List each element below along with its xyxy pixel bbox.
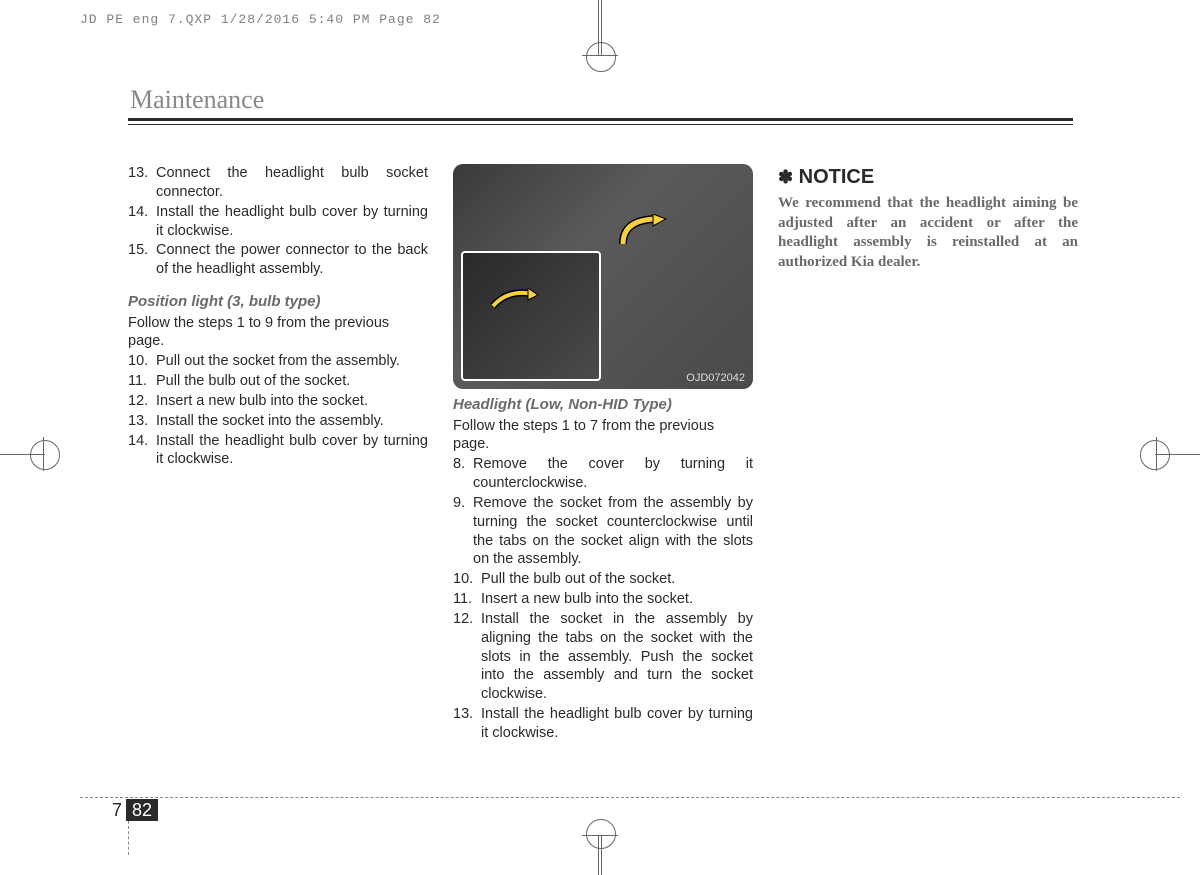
list-text: Connect the power connector to the back … xyxy=(156,241,428,279)
list-item: 10. Pull out the socket from the assembl… xyxy=(128,352,428,371)
list-item: 15. Connect the power connector to the b… xyxy=(128,241,428,279)
list-item: 13. Connect the headlight bulb socket co… xyxy=(128,164,428,202)
crop-mark-right xyxy=(1155,454,1200,455)
list-number: 11. xyxy=(453,590,481,609)
list-item: 11. Insert a new bulb into the socket. xyxy=(453,590,753,609)
fold-line-horizontal xyxy=(80,797,1180,798)
list-text: Install the headlight bulb cover by turn… xyxy=(156,203,428,241)
list-item: 12. Insert a new bulb into the socket. xyxy=(128,392,428,411)
page-number-value: 82 xyxy=(126,799,158,821)
list-number: 9. xyxy=(453,494,473,569)
list-number: 13. xyxy=(128,412,156,431)
chapter-number: 7 xyxy=(112,800,122,820)
list-item: 14. Install the headlight bulb cover by … xyxy=(128,203,428,241)
subheading-headlight-low: Headlight (Low, Non-HID Type) xyxy=(453,395,753,415)
list-text: Insert a new bulb into the socket. xyxy=(481,590,753,609)
list-item: 13. Install the headlight bulb cover by … xyxy=(453,705,753,743)
list-item: 12. Install the socket in the assembly b… xyxy=(453,610,753,704)
list-number: 13. xyxy=(453,705,481,743)
list-text: Install the headlight bulb cover by turn… xyxy=(481,705,753,743)
column-2: OJD072042 Headlight (Low, Non-HID Type) … xyxy=(453,164,753,744)
list-text: Pull the bulb out of the socket. xyxy=(156,372,428,391)
list-item: 13. Install the socket into the assembly… xyxy=(128,412,428,431)
crop-mark-left xyxy=(0,454,45,455)
subheading-position-light: Position light (3, bulb type) xyxy=(128,292,428,312)
list-text: Install the headlight bulb cover by turn… xyxy=(156,432,428,470)
list-item: 14. Install the headlight bulb cover by … xyxy=(128,432,428,470)
list-item: 8. Remove the cover by turning it counte… xyxy=(453,455,753,493)
page-number: 782 xyxy=(112,800,158,821)
list-text: Pull out the socket from the assembly. xyxy=(156,352,428,371)
list-number: 14. xyxy=(128,432,156,470)
list-text: Install the socket into the assembly. xyxy=(156,412,428,431)
figure-headlight-assembly: OJD072042 xyxy=(453,164,753,389)
crop-mark-bottom xyxy=(598,835,602,875)
notice-text: We recommend that the headlight aiming b… xyxy=(778,194,1078,272)
column-1: 13. Connect the headlight bulb socket co… xyxy=(128,164,428,744)
list-number: 13. xyxy=(128,164,156,202)
title-rule-thin xyxy=(128,124,1073,125)
notice-star-icon: ✽ xyxy=(778,167,793,187)
list-text: Connect the headlight bulb socket connec… xyxy=(156,164,428,202)
list-number: 12. xyxy=(453,610,481,704)
rotate-arrow-icon xyxy=(618,214,668,249)
list-number: 10. xyxy=(128,352,156,371)
column-3: ✽ NOTICE We recommend that the headlight… xyxy=(778,164,1078,744)
list-text: Pull the bulb out of the socket. xyxy=(481,570,753,589)
print-header: JD PE eng 7.QXP 1/28/2016 5:40 PM Page 8… xyxy=(80,12,441,27)
list-text: Remove the socket from the assembly by t… xyxy=(473,494,753,569)
notice-heading-text: NOTICE xyxy=(799,166,875,188)
list-number: 11. xyxy=(128,372,156,391)
list-number: 8. xyxy=(453,455,473,493)
figure-label: OJD072042 xyxy=(686,371,745,385)
intro-text: Follow the steps 1 to 9 from the previou… xyxy=(128,314,428,352)
rotate-arrow-icon xyxy=(488,286,538,311)
list-number: 14. xyxy=(128,203,156,241)
title-rule-thick xyxy=(128,118,1073,121)
list-number: 15. xyxy=(128,241,156,279)
list-item: 9. Remove the socket from the assembly b… xyxy=(453,494,753,569)
content-area: 13. Connect the headlight bulb socket co… xyxy=(128,164,1078,744)
list-item: 11. Pull the bulb out of the socket. xyxy=(128,372,428,391)
list-number: 10. xyxy=(453,570,481,589)
list-text: Remove the cover by turning it countercl… xyxy=(473,455,753,493)
figure-inset xyxy=(461,251,601,381)
notice-heading: ✽ NOTICE xyxy=(778,164,1078,190)
intro-text: Follow the steps 1 to 7 from the previou… xyxy=(453,417,753,455)
list-text: Install the socket in the assembly by al… xyxy=(481,610,753,704)
crop-mark-top xyxy=(598,0,602,56)
list-item: 10. Pull the bulb out of the socket. xyxy=(453,570,753,589)
list-text: Insert a new bulb into the socket. xyxy=(156,392,428,411)
list-number: 12. xyxy=(128,392,156,411)
page-title: Maintenance xyxy=(130,85,264,115)
